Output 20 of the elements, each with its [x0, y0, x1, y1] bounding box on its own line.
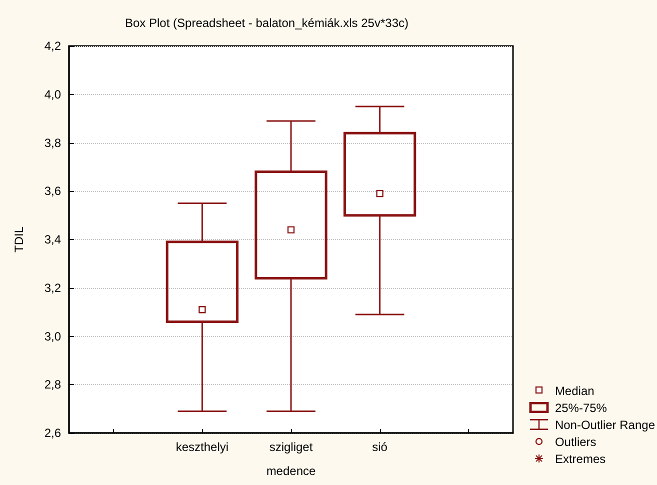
x-axis-title: medence	[266, 464, 316, 478]
y-tick-label: 3,4	[44, 232, 62, 246]
text: Non-Outlier Range	[554, 418, 655, 432]
x-tick-label: sió	[372, 440, 388, 454]
y-tick-label: 2,6	[44, 426, 62, 440]
y-axis-title: TDIL	[12, 226, 26, 253]
x-tick-label: keszthelyi	[176, 440, 229, 454]
y-tick-label: 3,0	[44, 329, 62, 344]
y-tick-label: 4,2	[44, 39, 62, 53]
text: Outliers	[554, 434, 596, 448]
y-tick-label: 3,6	[44, 184, 62, 198]
text: Extremes	[554, 452, 606, 466]
text: Median	[554, 384, 594, 398]
y-tick-label: 2,8	[44, 378, 62, 392]
y-tick-label: 3,2	[44, 280, 62, 295]
text: 25%-75%	[554, 400, 607, 414]
y-tick-label: 3,8	[44, 136, 62, 150]
x-tick-label: szigliget	[269, 440, 314, 454]
y-tick-label: 4,0	[44, 87, 62, 102]
chart-title: Box Plot (Spreadsheet - balaton_kémiák.xls 25v*33c)	[125, 16, 408, 30]
